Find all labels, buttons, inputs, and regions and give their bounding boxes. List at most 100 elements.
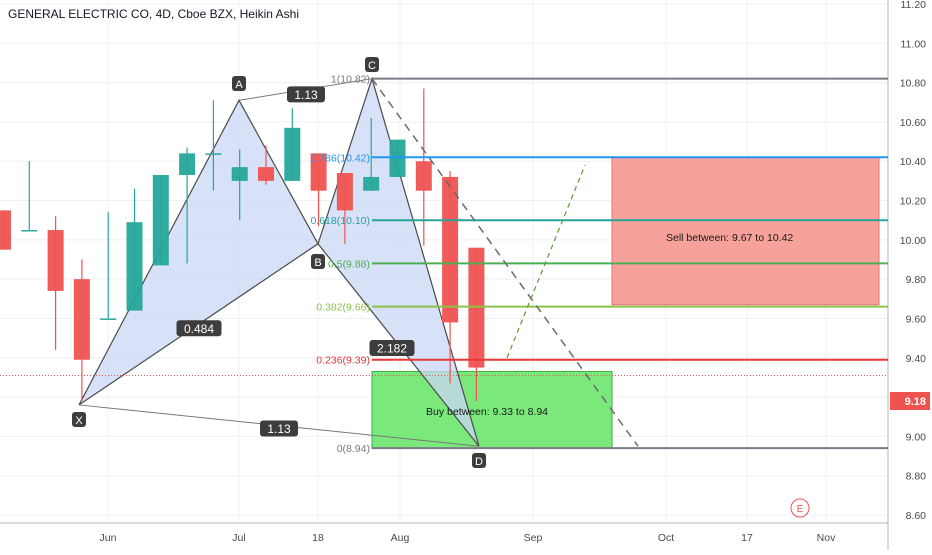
point-label-box: [365, 57, 379, 72]
x-tick-label: Aug: [391, 532, 410, 544]
candle-body: [205, 153, 222, 155]
candle-body: [363, 176, 380, 191]
candle: [205, 100, 222, 191]
event-marker: E: [790, 498, 810, 518]
projection-line-up: [506, 164, 586, 358]
point-label-text: C: [368, 60, 376, 72]
candle: [284, 108, 301, 181]
last-price-badge: 9.18: [890, 392, 930, 410]
candle: [47, 216, 64, 350]
candle: [258, 145, 274, 185]
point-label-box: [472, 453, 486, 468]
time-axis: Jun Jul 18 Aug Sep Oct 17 Nov: [100, 532, 837, 544]
fib-levels: 1(10.82) 0.786(10.42) 0.618(10.10) 0.5(9.88…: [310, 74, 888, 455]
y-tick-label: 10.00: [900, 235, 926, 247]
last-price-box: [890, 392, 930, 410]
ratio-label-box: [176, 320, 222, 337]
candle-body: [442, 176, 459, 323]
point-label-box: [311, 254, 325, 269]
candle: [21, 161, 38, 232]
candle: [336, 173, 353, 244]
ratio-label: 0.484: [176, 320, 222, 337]
ratio-label: 2.182: [369, 339, 415, 356]
ratio-label-box: [260, 420, 298, 437]
fib-label: 0(8.94): [337, 443, 370, 455]
point-label-c: C: [365, 57, 379, 72]
candle: [126, 188, 143, 311]
y-tick-label: 10.80: [900, 78, 926, 90]
candle-body: [284, 127, 301, 181]
candle-body: [231, 167, 248, 181]
x-tick-label: Sep: [524, 532, 543, 544]
x-tick-label: Nov: [817, 532, 836, 544]
y-tick-label: 11.00: [901, 38, 927, 50]
event-marker-circle: [790, 498, 810, 518]
y-tick-label: 10.60: [900, 117, 926, 129]
fib-label: 1(10.82): [331, 74, 370, 86]
candle-body: [0, 210, 11, 250]
point-label-text: A: [235, 79, 243, 91]
ratio-label: 1.13: [287, 86, 325, 103]
fib-label: 0.786(10.42): [310, 152, 370, 164]
sell-zone-label: Sell between: 9.67 to 10.42: [666, 232, 793, 244]
event-marker-text: E: [797, 504, 804, 515]
y-tick-label: 10.40: [900, 156, 926, 168]
candle-body: [258, 167, 274, 181]
y-tick-label: 9.00: [906, 431, 927, 443]
point-label-b: B: [311, 254, 325, 269]
candle: [442, 171, 459, 384]
point-label-text: X: [75, 415, 83, 427]
x-tick-label: Oct: [658, 532, 674, 544]
candle-body: [336, 173, 353, 211]
candle: [231, 149, 248, 221]
candle-body: [415, 161, 432, 191]
y-tick-label: 9.60: [906, 313, 927, 325]
candle: [73, 259, 90, 402]
candle: [310, 153, 327, 227]
candle-body: [152, 174, 169, 266]
x-tick-label: Jul: [232, 532, 245, 544]
ratio-label-text: 2.182: [377, 341, 407, 355]
x-tick-label: 17: [741, 532, 753, 544]
y-tick-label: 9.40: [906, 353, 927, 365]
ratio-label-text: 1.13: [267, 422, 291, 436]
y-tick-label: 9.80: [906, 274, 927, 286]
projection-line-down: [371, 78, 639, 447]
buy-zone-label: Buy between: 9.33 to 8.94: [426, 406, 548, 418]
candle-body: [310, 153, 327, 191]
last-price-text: 9.18: [905, 396, 926, 408]
price-axis: 8.608.809.009.209.409.609.8010.0010.2010…: [900, 0, 926, 522]
candle: [415, 88, 432, 246]
candle: [152, 174, 169, 266]
chart-title: GENERAL ELECTRIC CO, 4D, Cboe BZX, Heiki…: [6, 6, 301, 22]
point-label-d: D: [472, 453, 486, 468]
y-tick-label: 8.60: [906, 510, 927, 522]
ratio-label-box: [369, 339, 415, 356]
y-tick-label: 11.20: [901, 0, 927, 11]
point-label-a: A: [232, 76, 246, 91]
candle-body: [21, 230, 38, 232]
y-tick-label: 8.80: [906, 471, 927, 483]
candle-body: [73, 279, 90, 360]
candle: [0, 210, 11, 250]
point-label-x: X: [72, 412, 86, 427]
sell-zone: [611, 156, 880, 306]
x-tick-label: Jun: [100, 532, 117, 544]
point-label-text: D: [475, 456, 483, 468]
candle: [179, 147, 196, 264]
buy-zone: [371, 371, 613, 449]
fib-label: 0.5(9.88): [328, 258, 370, 270]
candle: [363, 117, 380, 191]
ratio-label-text: 0.484: [184, 322, 214, 336]
x-tick-label: 18: [312, 532, 324, 544]
ratio-label-text: 1.13: [294, 88, 318, 102]
ratio-label: 1.13: [260, 420, 298, 437]
y-tick-label: 10.20: [900, 196, 926, 208]
fib-label: 0.236(9.39): [316, 355, 370, 367]
fib-label: 0.382(9.66): [316, 302, 370, 314]
ratio-label-box: [287, 86, 325, 103]
candle: [100, 212, 117, 320]
candle-body: [47, 230, 64, 291]
